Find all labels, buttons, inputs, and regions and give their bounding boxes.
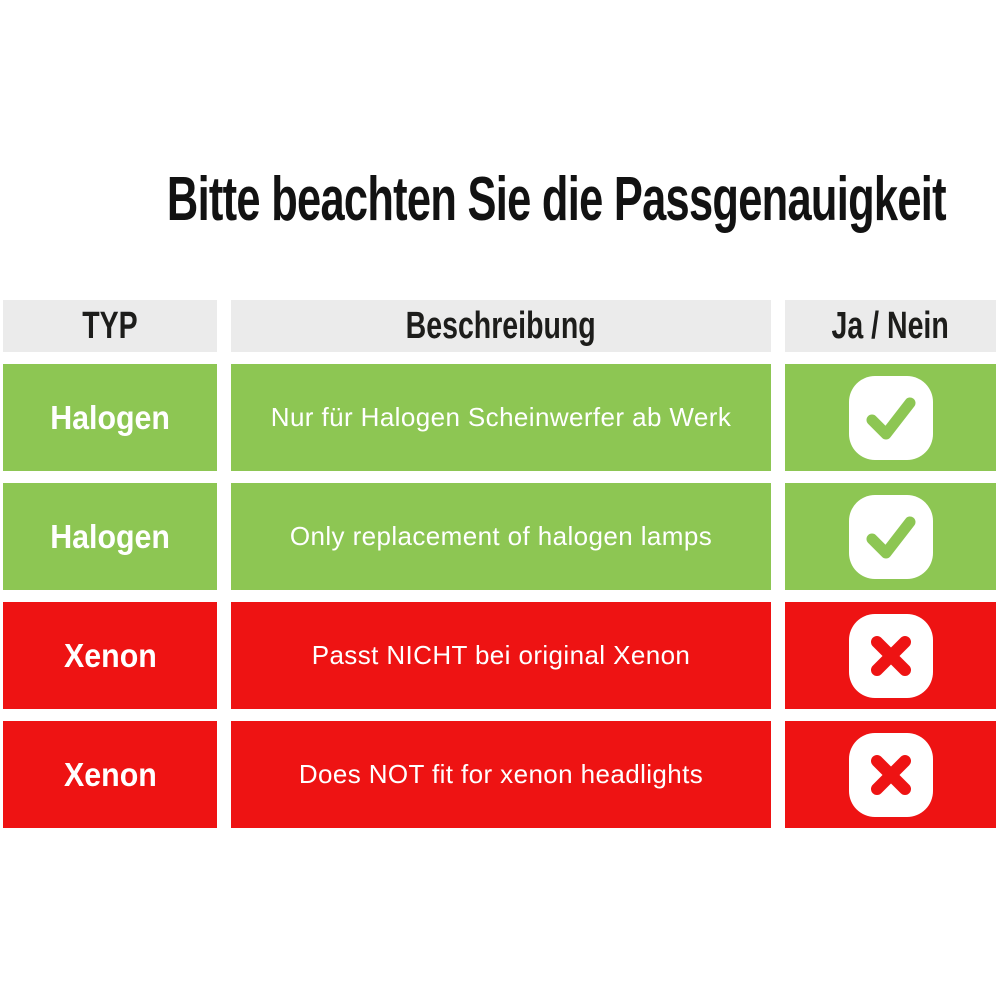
- description-cell: Only replacement of halogen lamps: [231, 483, 771, 590]
- status-cell: [785, 602, 996, 709]
- cross-icon: [848, 613, 933, 698]
- column-header-label: Ja / Nein: [831, 304, 950, 347]
- type-cell: Xenon: [3, 602, 217, 709]
- status-cell: [785, 721, 996, 828]
- type-label: Xenon: [63, 755, 157, 793]
- type-label: Xenon: [63, 636, 157, 674]
- description-cell: Nur für Halogen Scheinwerfer ab Werk: [231, 364, 771, 471]
- column-header-ja-nein: Ja / Nein: [785, 300, 996, 352]
- type-cell: Xenon: [3, 721, 217, 828]
- description-label: Passt NICHT bei original Xenon: [311, 640, 691, 670]
- status-cell: [785, 364, 996, 471]
- column-header-label: Beschreibung: [405, 304, 597, 347]
- cross-icon: [848, 732, 933, 817]
- status-cell: [785, 483, 996, 590]
- type-cell: Halogen: [3, 483, 217, 590]
- type-cell: Halogen: [3, 364, 217, 471]
- column-header-typ: TYP: [3, 300, 217, 352]
- check-icon: [848, 494, 933, 579]
- type-label: Halogen: [50, 398, 170, 436]
- description-label: Does NOT fit for xenon headlights: [298, 759, 704, 789]
- column-header-beschreibung: Beschreibung: [231, 300, 771, 352]
- page-title: Bitte beachten Sie die Passgenauigkeit: [166, 165, 947, 234]
- check-icon: [848, 375, 933, 460]
- column-header-label: TYP: [82, 304, 138, 347]
- description-cell: Passt NICHT bei original Xenon: [231, 602, 771, 709]
- type-label: Halogen: [50, 517, 170, 555]
- description-label: Nur für Halogen Scheinwerfer ab Werk: [270, 402, 732, 432]
- page-title-row: Bitte beachten Sie die Passgenauigkeit: [0, 162, 1000, 254]
- compatibility-table: TYP Beschreibung Ja / Nein Halogen Nur fü…: [3, 300, 996, 828]
- description-label: Only replacement of halogen lamps: [289, 521, 713, 551]
- description-cell: Does NOT fit for xenon headlights: [231, 721, 771, 828]
